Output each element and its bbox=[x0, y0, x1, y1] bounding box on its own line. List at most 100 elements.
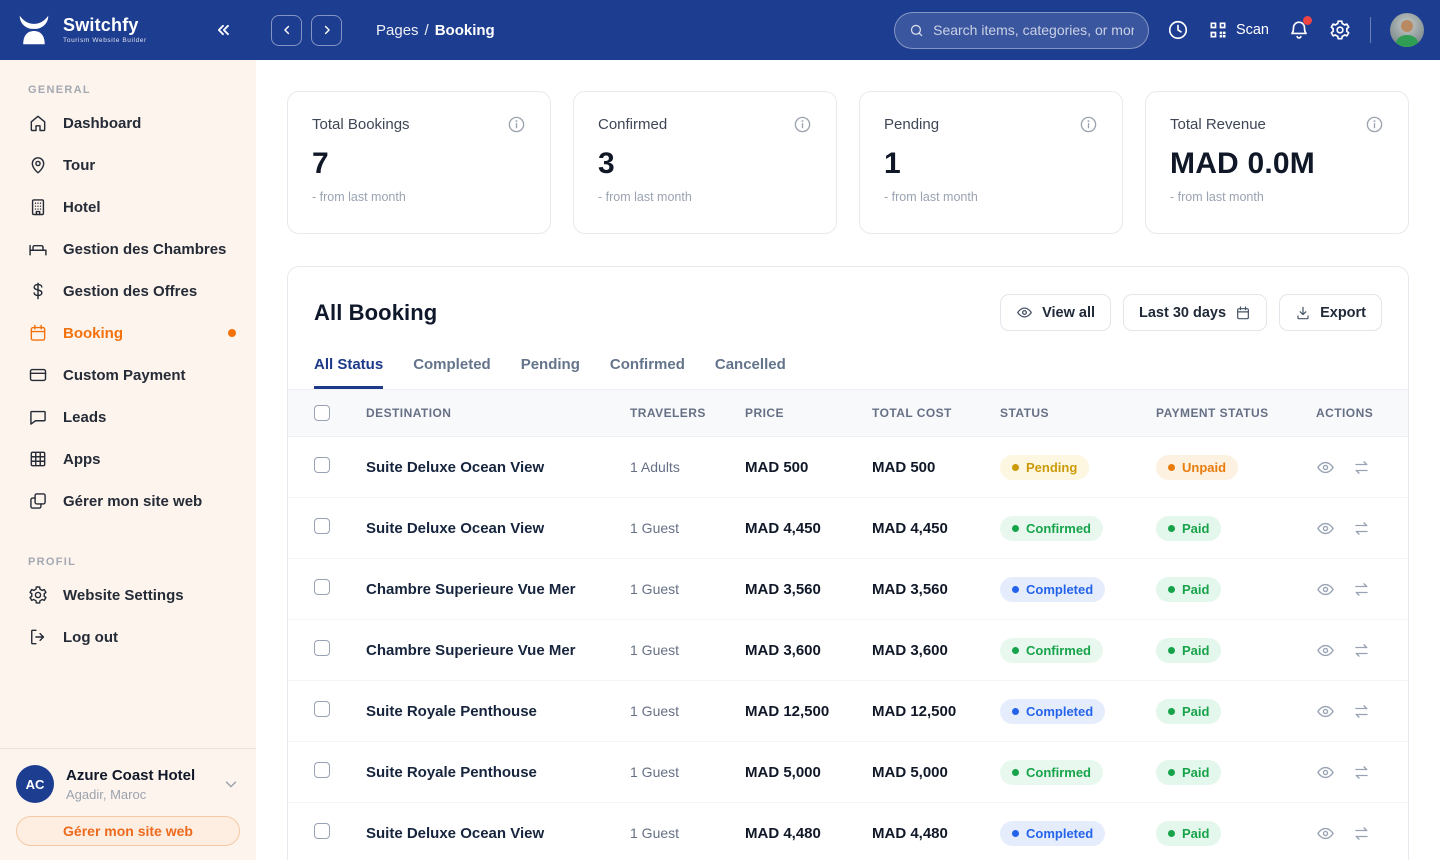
panel-title: All Booking bbox=[314, 300, 437, 326]
sidebar-item-booking[interactable]: Booking bbox=[0, 312, 256, 354]
tab-confirmed[interactable]: Confirmed bbox=[610, 356, 685, 389]
view-booking-button[interactable] bbox=[1316, 763, 1335, 782]
cell-total-cost: MAD 4,480 bbox=[872, 825, 1000, 842]
cell-total-cost: MAD 5,000 bbox=[872, 764, 1000, 781]
row-checkbox[interactable] bbox=[314, 701, 330, 717]
stat-label: Confirmed bbox=[598, 116, 667, 133]
view-booking-button[interactable] bbox=[1316, 458, 1335, 477]
status-badge: Confirmed bbox=[1000, 516, 1103, 541]
sidebar-item-logout[interactable]: Log out bbox=[0, 616, 256, 658]
stat-value: 7 bbox=[312, 147, 526, 181]
cell-total-cost: MAD 3,560 bbox=[872, 581, 1000, 598]
table-row: Suite Royale Penthouse 1 Guest MAD 12,50… bbox=[288, 681, 1408, 742]
view-booking-button[interactable] bbox=[1316, 641, 1335, 660]
sidebar-item-apps[interactable]: Apps bbox=[0, 438, 256, 480]
sidebar-item-gestion-chambres[interactable]: Gestion des Chambres bbox=[0, 228, 256, 270]
notifications-button[interactable] bbox=[1288, 19, 1310, 41]
sidebar-item-custom-payment[interactable]: Custom Payment bbox=[0, 354, 256, 396]
search-input[interactable] bbox=[933, 22, 1134, 38]
sidebar-collapse-button[interactable] bbox=[208, 15, 238, 45]
stat-sub: - from last month bbox=[884, 190, 1098, 204]
manage-site-button[interactable]: Gérer mon site web bbox=[16, 816, 240, 846]
sidebar-label: Dashboard bbox=[63, 115, 141, 132]
row-checkbox[interactable] bbox=[314, 457, 330, 473]
select-all-checkbox[interactable] bbox=[314, 405, 330, 421]
swap-arrows-icon bbox=[1352, 641, 1371, 660]
row-checkbox[interactable] bbox=[314, 579, 330, 595]
forward-button[interactable] bbox=[311, 15, 342, 46]
row-checkbox[interactable] bbox=[314, 762, 330, 778]
row-checkbox[interactable] bbox=[314, 823, 330, 839]
sidebar-item-dashboard[interactable]: Dashboard bbox=[0, 102, 256, 144]
user-photo bbox=[1390, 13, 1424, 47]
cell-travelers: 1 Adults bbox=[630, 459, 745, 475]
sidebar-item-leads[interactable]: Leads bbox=[0, 396, 256, 438]
tab-completed[interactable]: Completed bbox=[413, 356, 491, 389]
export-button[interactable]: Export bbox=[1279, 294, 1382, 331]
info-icon[interactable] bbox=[1365, 115, 1384, 134]
sidebar-item-gerer-site[interactable]: Gérer mon site web bbox=[0, 480, 256, 522]
breadcrumb-section[interactable]: Pages bbox=[376, 22, 419, 39]
column-total-cost: TOTAL COST bbox=[872, 406, 1000, 420]
transfer-booking-button[interactable] bbox=[1352, 458, 1371, 477]
global-search[interactable] bbox=[894, 12, 1149, 49]
status-badge: Completed bbox=[1000, 821, 1105, 846]
sidebar-label: Gérer mon site web bbox=[63, 493, 202, 510]
view-booking-button[interactable] bbox=[1316, 580, 1335, 599]
map-pin-icon bbox=[28, 155, 48, 175]
swap-arrows-icon bbox=[1352, 519, 1371, 538]
double-chevron-left-icon bbox=[213, 20, 233, 40]
view-booking-button[interactable] bbox=[1316, 519, 1335, 538]
back-button[interactable] bbox=[271, 15, 302, 46]
profile-menu-button[interactable] bbox=[222, 775, 240, 793]
status-badge: Completed bbox=[1000, 577, 1105, 602]
cell-total-cost: MAD 12,500 bbox=[872, 703, 1000, 720]
row-checkbox[interactable] bbox=[314, 518, 330, 534]
info-icon[interactable] bbox=[793, 115, 812, 134]
info-icon[interactable] bbox=[507, 115, 526, 134]
transfer-booking-button[interactable] bbox=[1352, 763, 1371, 782]
user-avatar[interactable] bbox=[1390, 13, 1424, 47]
column-destination: DESTINATION bbox=[366, 406, 630, 420]
cell-travelers: 1 Guest bbox=[630, 764, 745, 780]
date-range-button[interactable]: Last 30 days bbox=[1123, 294, 1267, 331]
sidebar-item-website-settings[interactable]: Website Settings bbox=[0, 574, 256, 616]
cell-price: MAD 12,500 bbox=[745, 703, 872, 720]
column-payment-status: PAYMENT STATUS bbox=[1156, 406, 1316, 420]
dollar-icon bbox=[28, 281, 48, 301]
stat-sub: - from last month bbox=[1170, 190, 1384, 204]
transfer-booking-button[interactable] bbox=[1352, 519, 1371, 538]
eye-icon bbox=[1316, 763, 1335, 782]
tab-cancelled[interactable]: Cancelled bbox=[715, 356, 786, 389]
tab-all-status[interactable]: All Status bbox=[314, 356, 383, 389]
transfer-booking-button[interactable] bbox=[1352, 824, 1371, 843]
breadcrumb-separator: / bbox=[425, 22, 429, 39]
view-booking-button[interactable] bbox=[1316, 702, 1335, 721]
stat-value: 3 bbox=[598, 147, 812, 181]
home-icon bbox=[28, 113, 48, 133]
eye-icon bbox=[1316, 519, 1335, 538]
sidebar-item-hotel[interactable]: Hotel bbox=[0, 186, 256, 228]
sidebar-label: Log out bbox=[63, 629, 118, 646]
view-all-button[interactable]: View all bbox=[1000, 294, 1111, 331]
brand[interactable]: Switchfy Tourism Website Builder bbox=[0, 11, 196, 49]
transfer-booking-button[interactable] bbox=[1352, 702, 1371, 721]
transfer-booking-button[interactable] bbox=[1352, 641, 1371, 660]
gear-icon bbox=[1329, 19, 1351, 41]
settings-button[interactable] bbox=[1329, 19, 1351, 41]
sidebar-item-gestion-offres[interactable]: Gestion des Offres bbox=[0, 270, 256, 312]
transfer-booking-button[interactable] bbox=[1352, 580, 1371, 599]
hotel-avatar[interactable]: AC bbox=[16, 765, 54, 803]
scan-button[interactable]: Scan bbox=[1208, 20, 1269, 40]
info-icon[interactable] bbox=[1079, 115, 1098, 134]
row-checkbox[interactable] bbox=[314, 640, 330, 656]
sidebar-item-tour[interactable]: Tour bbox=[0, 144, 256, 186]
cell-price: MAD 3,600 bbox=[745, 642, 872, 659]
qr-code-icon bbox=[1208, 20, 1228, 40]
building-icon bbox=[28, 197, 48, 217]
view-booking-button[interactable] bbox=[1316, 824, 1335, 843]
tab-pending[interactable]: Pending bbox=[521, 356, 580, 389]
chat-bubble-icon bbox=[28, 407, 48, 427]
breadcrumb-current: Booking bbox=[435, 22, 495, 39]
history-button[interactable] bbox=[1167, 19, 1189, 41]
